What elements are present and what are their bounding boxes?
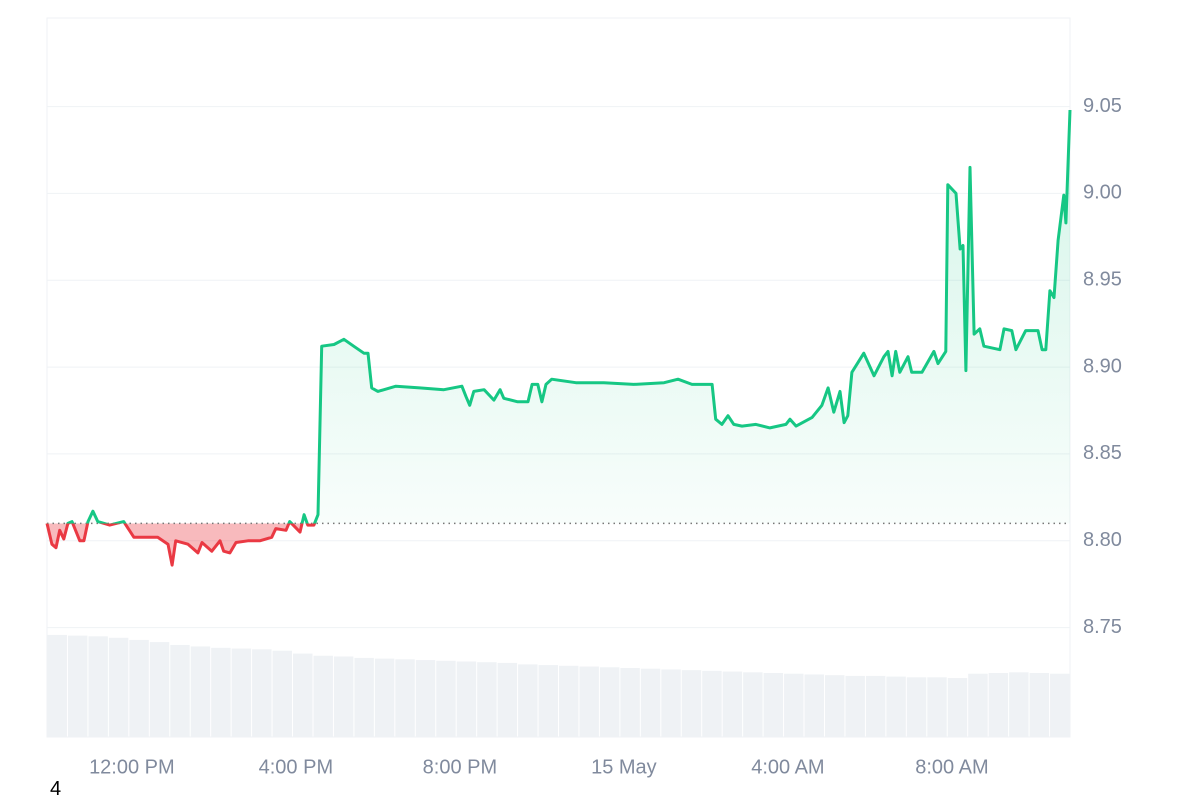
y-tick-label: 8.90 (1083, 355, 1122, 377)
volume-bar (190, 646, 211, 737)
volume-bar (579, 666, 599, 737)
volume-bar (988, 673, 1009, 737)
volume-bar (599, 667, 620, 737)
volume-bar (67, 635, 88, 737)
volume-bar (108, 637, 129, 737)
volume-bar (456, 661, 477, 737)
x-tick-label: 8:00 AM (915, 756, 988, 778)
volume-bar (640, 668, 661, 737)
volume-bar (374, 658, 395, 737)
x-tick-label: 4:00 AM (751, 756, 824, 778)
volume-bar (886, 676, 906, 737)
volume-bar (88, 636, 108, 737)
volume-bar (559, 665, 579, 737)
volume-bar (354, 657, 374, 737)
volume-bar (538, 665, 558, 737)
y-tick-label: 9.00 (1083, 182, 1122, 204)
area-fill (47, 110, 1070, 566)
volume-bar (252, 649, 272, 737)
y-tick-label: 8.85 (1083, 442, 1122, 464)
volume-bar (129, 639, 149, 737)
volume-bar (947, 678, 968, 737)
volume-bar (743, 672, 763, 737)
volume-bar (436, 660, 456, 737)
volume-bar (272, 650, 293, 737)
x-tick-label: 15 May (591, 756, 657, 778)
y-tick-label: 8.80 (1083, 529, 1122, 551)
volume-bar (477, 662, 497, 737)
y-tick-label: 9.05 (1083, 95, 1122, 117)
volume-bar (1050, 673, 1070, 737)
volume-bar (906, 677, 927, 737)
volume-bar (845, 675, 865, 737)
volume-bar (497, 662, 518, 737)
volume-bar (333, 656, 354, 737)
volume-bar (1009, 672, 1029, 737)
volume-bar (293, 653, 313, 737)
volume-bar (702, 670, 722, 737)
volume-bar (722, 671, 743, 737)
volume-bar (149, 642, 170, 737)
volume-bar (681, 670, 702, 737)
y-tick-label: 8.95 (1083, 269, 1122, 291)
volume-bar (170, 644, 190, 737)
volume-bar (313, 655, 333, 737)
volume-bar (1029, 673, 1050, 737)
footer-label: 4 (50, 778, 62, 800)
volume-bar (415, 660, 436, 737)
volume-bar (395, 659, 415, 737)
volume-bar (927, 677, 947, 737)
y-tick-label: 8.75 (1083, 616, 1122, 638)
volume-bar (824, 675, 845, 737)
volume-bar (784, 673, 804, 737)
volume-bar (231, 648, 252, 737)
volume-bar (211, 647, 231, 737)
price-line (45, 109, 1072, 567)
x-tick-label: 4:00 PM (259, 756, 333, 778)
volume-bar (763, 673, 784, 737)
x-tick-label: 12:00 PM (89, 756, 175, 778)
volume-bar (968, 673, 988, 737)
volume-bar (865, 675, 886, 737)
volume-bar (661, 669, 681, 737)
volume-bar (47, 634, 67, 737)
volume-bar (518, 664, 538, 737)
x-tick-label: 8:00 PM (423, 756, 497, 778)
volume-bar (620, 667, 640, 737)
volume-bar (804, 674, 824, 737)
